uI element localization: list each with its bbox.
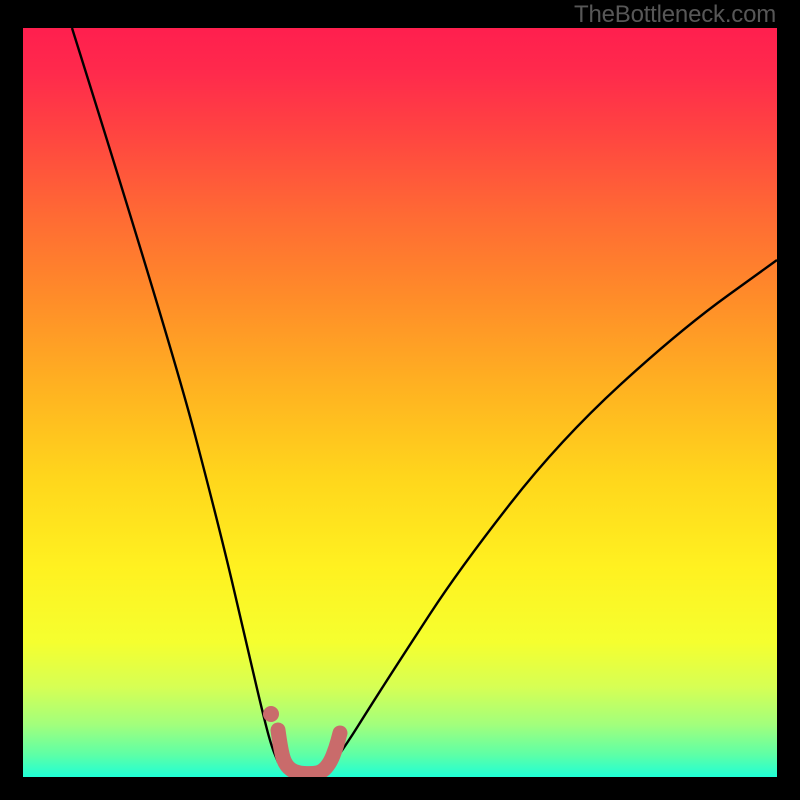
outer-frame: TheBottleneck.com	[0, 0, 800, 800]
plot-background	[23, 28, 777, 777]
valley-dot	[263, 706, 279, 722]
chart-svg	[0, 0, 800, 800]
watermark-text: TheBottleneck.com	[574, 1, 776, 29]
